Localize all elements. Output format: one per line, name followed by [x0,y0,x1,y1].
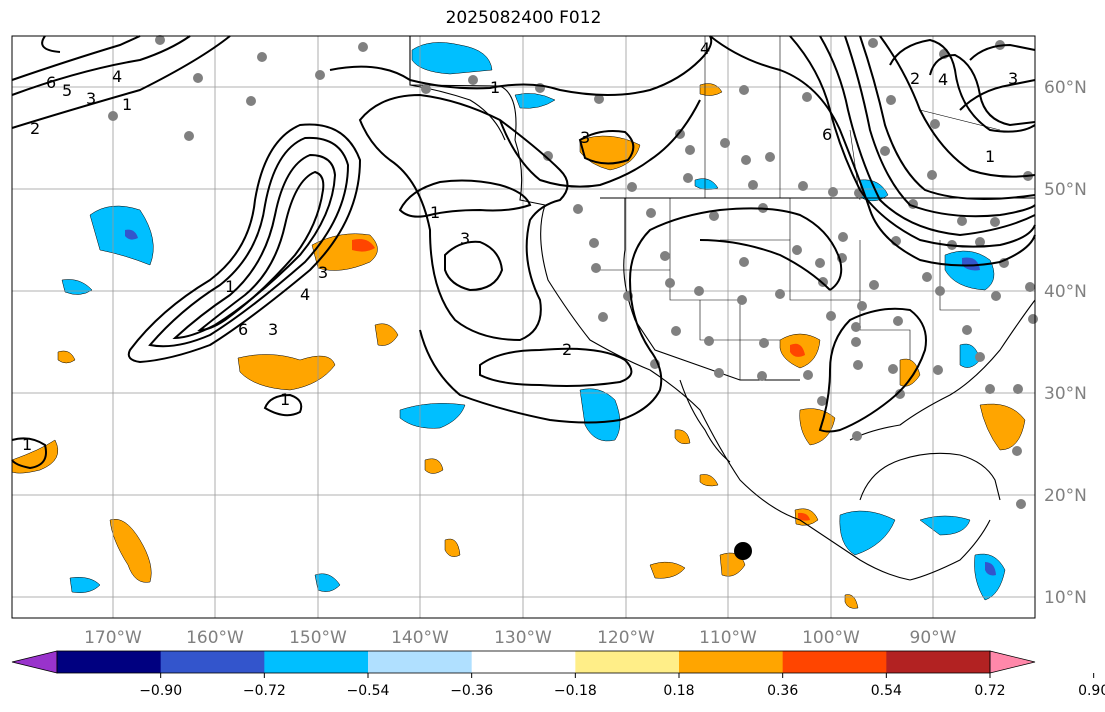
contour-label: 1 [490,78,500,97]
lon-label: 110°W [699,628,757,648]
colorbar-label: −0.54 [347,683,390,699]
colorbar-segment [575,651,680,673]
contour-label: 1 [985,147,995,166]
colorbar-segment [886,651,991,673]
lon-label: 130°W [494,628,552,648]
contour-label: 3 [1008,69,1018,88]
contour-label: 3 [460,229,470,248]
colorbar-label: −0.18 [554,683,597,699]
lon-label: 170°W [84,628,142,648]
contour-label: 4 [112,67,122,86]
colorbar-segment [679,651,784,673]
lat-label: 20°N [1044,486,1087,506]
colorbar-segment [782,651,887,673]
contour-label: 2 [30,119,40,138]
contour-label: 3 [86,89,96,108]
colorbar-label: 0.18 [663,683,694,699]
contour-label: 1 [225,277,235,296]
colorbar-label: −0.72 [243,683,286,699]
lat-label: 40°N [1044,282,1087,302]
contour-lines [11,35,1036,470]
contour-label: 6 [822,125,832,144]
colorbar: −0.90 −0.72 −0.54 −0.36 −0.18 0.18 0.36 0.54 0.7… [11,650,1105,699]
contour-label: 3 [580,128,590,147]
longitude-labels: 170°W 160°W 150°W 140°W 130°W 120°W 110°… [84,628,957,648]
contour-labels: 6 5 4 3 2 1 1 4 1 3 3 1 3 2 1 6 4 3 1 6 … [22,39,1018,454]
contour-label: 6 [46,73,56,92]
lon-label: 140°W [391,628,449,648]
colorbar-label: −0.90 [139,683,182,699]
lon-label: 150°W [289,628,347,648]
map-title: 2025082400 F012 [445,8,602,28]
colorbar-label: 0.72 [974,683,1005,699]
lon-label: 100°W [802,628,860,648]
contour-label: 4 [300,285,310,304]
lat-label: 30°N [1044,384,1087,404]
latitude-labels: 60°N 50°N 40°N 30°N 20°N 10°N [1044,78,1087,608]
anomaly-patches [11,42,1026,609]
state-borders [600,36,1001,380]
colorbar-outline [56,650,991,674]
storm-center-dot [734,542,752,560]
colorbar-segment [264,651,369,673]
contour-label: 1 [430,203,440,222]
colorbar-label: 0.54 [871,683,902,699]
contour-label: 3 [318,263,328,282]
contour-label: 1 [280,390,290,409]
lon-label: 90°W [910,628,957,648]
colorbar-segment [57,651,162,673]
colorbar-segment [368,651,473,673]
colorbar-segment [471,651,576,673]
contour-label: 5 [62,81,72,100]
colorbar-label: 0.36 [767,683,798,699]
contour-label: 1 [22,435,32,454]
contour-label: 4 [700,39,710,58]
contour-label: 2 [562,340,572,359]
lat-label: 50°N [1044,180,1087,200]
contour-label: 3 [268,320,278,339]
lat-label: 60°N [1044,78,1087,98]
contour-label: 1 [122,95,132,114]
contour-label: 6 [238,320,248,339]
station-dots [108,35,1038,509]
colorbar-label: −0.36 [450,683,493,699]
colorbar-label: 0.90 [1078,683,1105,699]
lon-label: 160°W [186,628,244,648]
contour-label: 4 [938,70,948,89]
map-frame [11,35,1036,619]
contour-label: 2 [910,69,920,88]
colorbar-high-extend [989,650,1036,674]
lon-label: 120°W [597,628,655,648]
colorbar-segment [160,651,265,673]
lat-label: 10°N [1044,588,1087,608]
colorbar-low-extend [11,650,58,674]
